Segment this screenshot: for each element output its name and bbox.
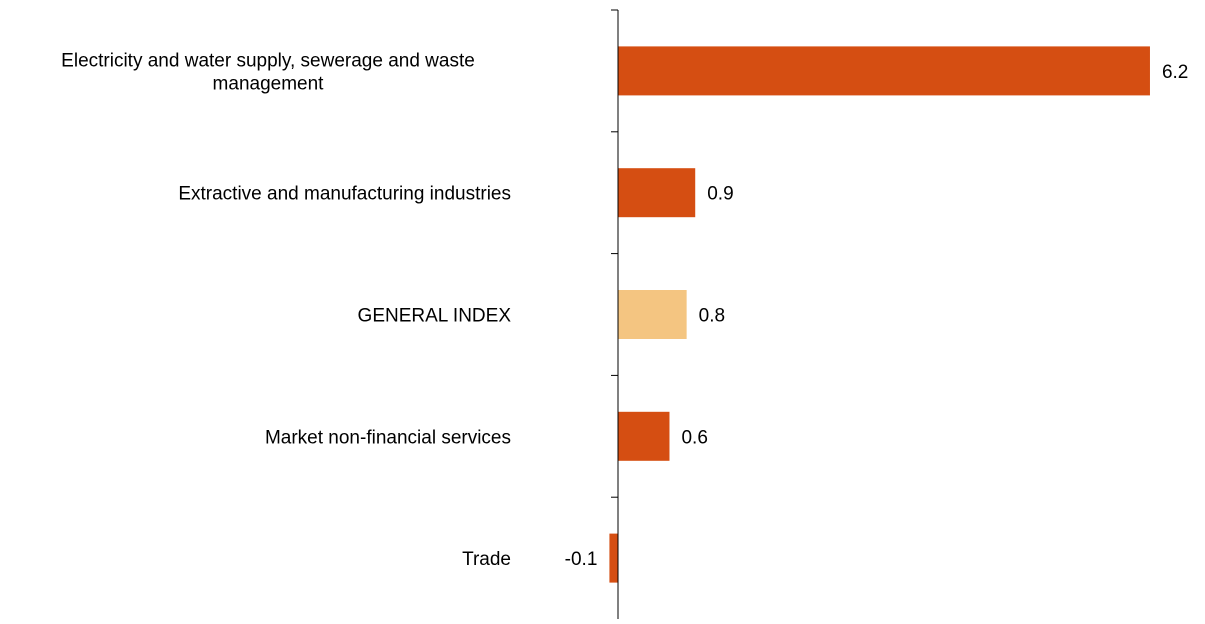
category-label-0: Electricity and water supply, sewerage a… [61,50,475,94]
value-label-2: 0.8 [699,306,725,327]
bar-1 [618,168,696,218]
category-label-1: Extractive and manufacturing industries [178,184,511,205]
category-label-line: Trade [462,549,511,570]
value-label-3: 0.6 [681,427,707,448]
value-label-4: -0.1 [565,549,598,570]
bar-2 [618,290,687,339]
value-label-0: 6.2 [1162,62,1188,83]
category-label-2: GENERAL INDEX [358,306,512,327]
category-label-4: Trade [462,549,511,570]
category-label-line: Market non-financial services [265,427,511,448]
bar-0 [618,46,1150,96]
category-label-line: management [213,73,325,94]
bar-3 [618,411,670,461]
value-label-1: 0.9 [707,184,733,205]
category-label-line: Electricity and water supply, sewerage a… [61,50,475,71]
category-label-line: Extractive and manufacturing industries [178,184,511,205]
category-label-line: GENERAL INDEX [358,306,512,327]
labels-layer: 6.2 Electricity and water supply, sewerag… [61,50,1188,570]
axis-layer [611,9,619,619]
category-label-3: Market non-financial services [265,427,511,448]
bars-layer [609,46,1150,583]
bar-4 [609,533,618,583]
